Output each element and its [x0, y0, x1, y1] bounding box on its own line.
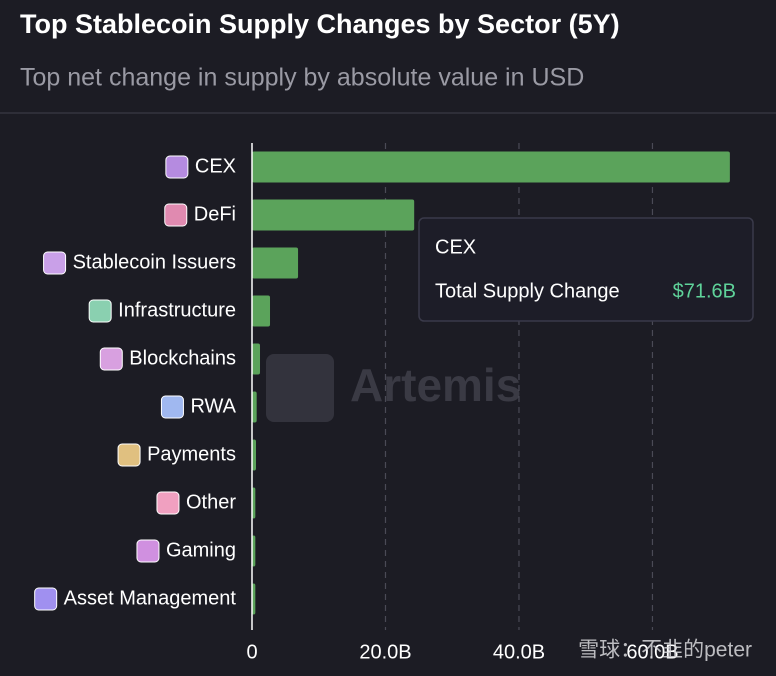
- category-icon: [117, 443, 141, 467]
- tooltip-label: Total Supply Change: [435, 280, 620, 302]
- y-tick-label: DeFi: [194, 203, 236, 225]
- y-tick-label: CEX: [195, 155, 236, 177]
- x-tick-label: 60.0B: [626, 641, 678, 663]
- bar: [252, 151, 730, 183]
- y-tick-label: Payments: [147, 443, 236, 465]
- bar: [252, 295, 271, 327]
- bar: [252, 439, 257, 471]
- category-icon: [43, 251, 67, 275]
- bar: [252, 391, 257, 423]
- category-icon: [165, 155, 189, 179]
- watermark: 雪球：不韭的peter: [578, 639, 752, 662]
- bar: [252, 535, 256, 567]
- y-tick-label: Stablecoin Issuers: [73, 251, 236, 273]
- watermark: Artemis: [350, 359, 521, 411]
- category-icon: [88, 299, 112, 323]
- category-icon: [99, 347, 123, 371]
- y-tick-label: Other: [186, 491, 236, 513]
- tooltip-title: CEX: [435, 236, 476, 258]
- x-tick-label: 20.0B: [359, 641, 411, 663]
- y-tick-label: Asset Management: [64, 587, 237, 609]
- category-icon: [136, 539, 160, 563]
- x-tick-label: 40.0B: [493, 641, 545, 663]
- category-icon: [164, 203, 188, 227]
- tooltip-value: $71.6B: [673, 280, 736, 302]
- watermark-logo: [266, 354, 334, 422]
- tooltip: [418, 217, 754, 322]
- bar: [252, 487, 256, 519]
- bar: [252, 199, 415, 231]
- chart-subtitle: Top net change in supply by absolute val…: [20, 64, 584, 92]
- category-icon: [34, 587, 58, 611]
- y-tick-label: Infrastructure: [118, 299, 236, 321]
- bar: [252, 343, 261, 375]
- x-tick-label: 0: [246, 641, 257, 663]
- category-icon: [160, 395, 184, 419]
- chart-title: Top Stablecoin Supply Changes by Sector …: [20, 9, 620, 39]
- y-tick-label: Gaming: [166, 539, 236, 561]
- y-tick-label: RWA: [190, 395, 236, 417]
- bar: [252, 247, 299, 279]
- category-icon: [156, 491, 180, 515]
- bar: [252, 583, 256, 615]
- y-tick-label: Blockchains: [129, 347, 236, 369]
